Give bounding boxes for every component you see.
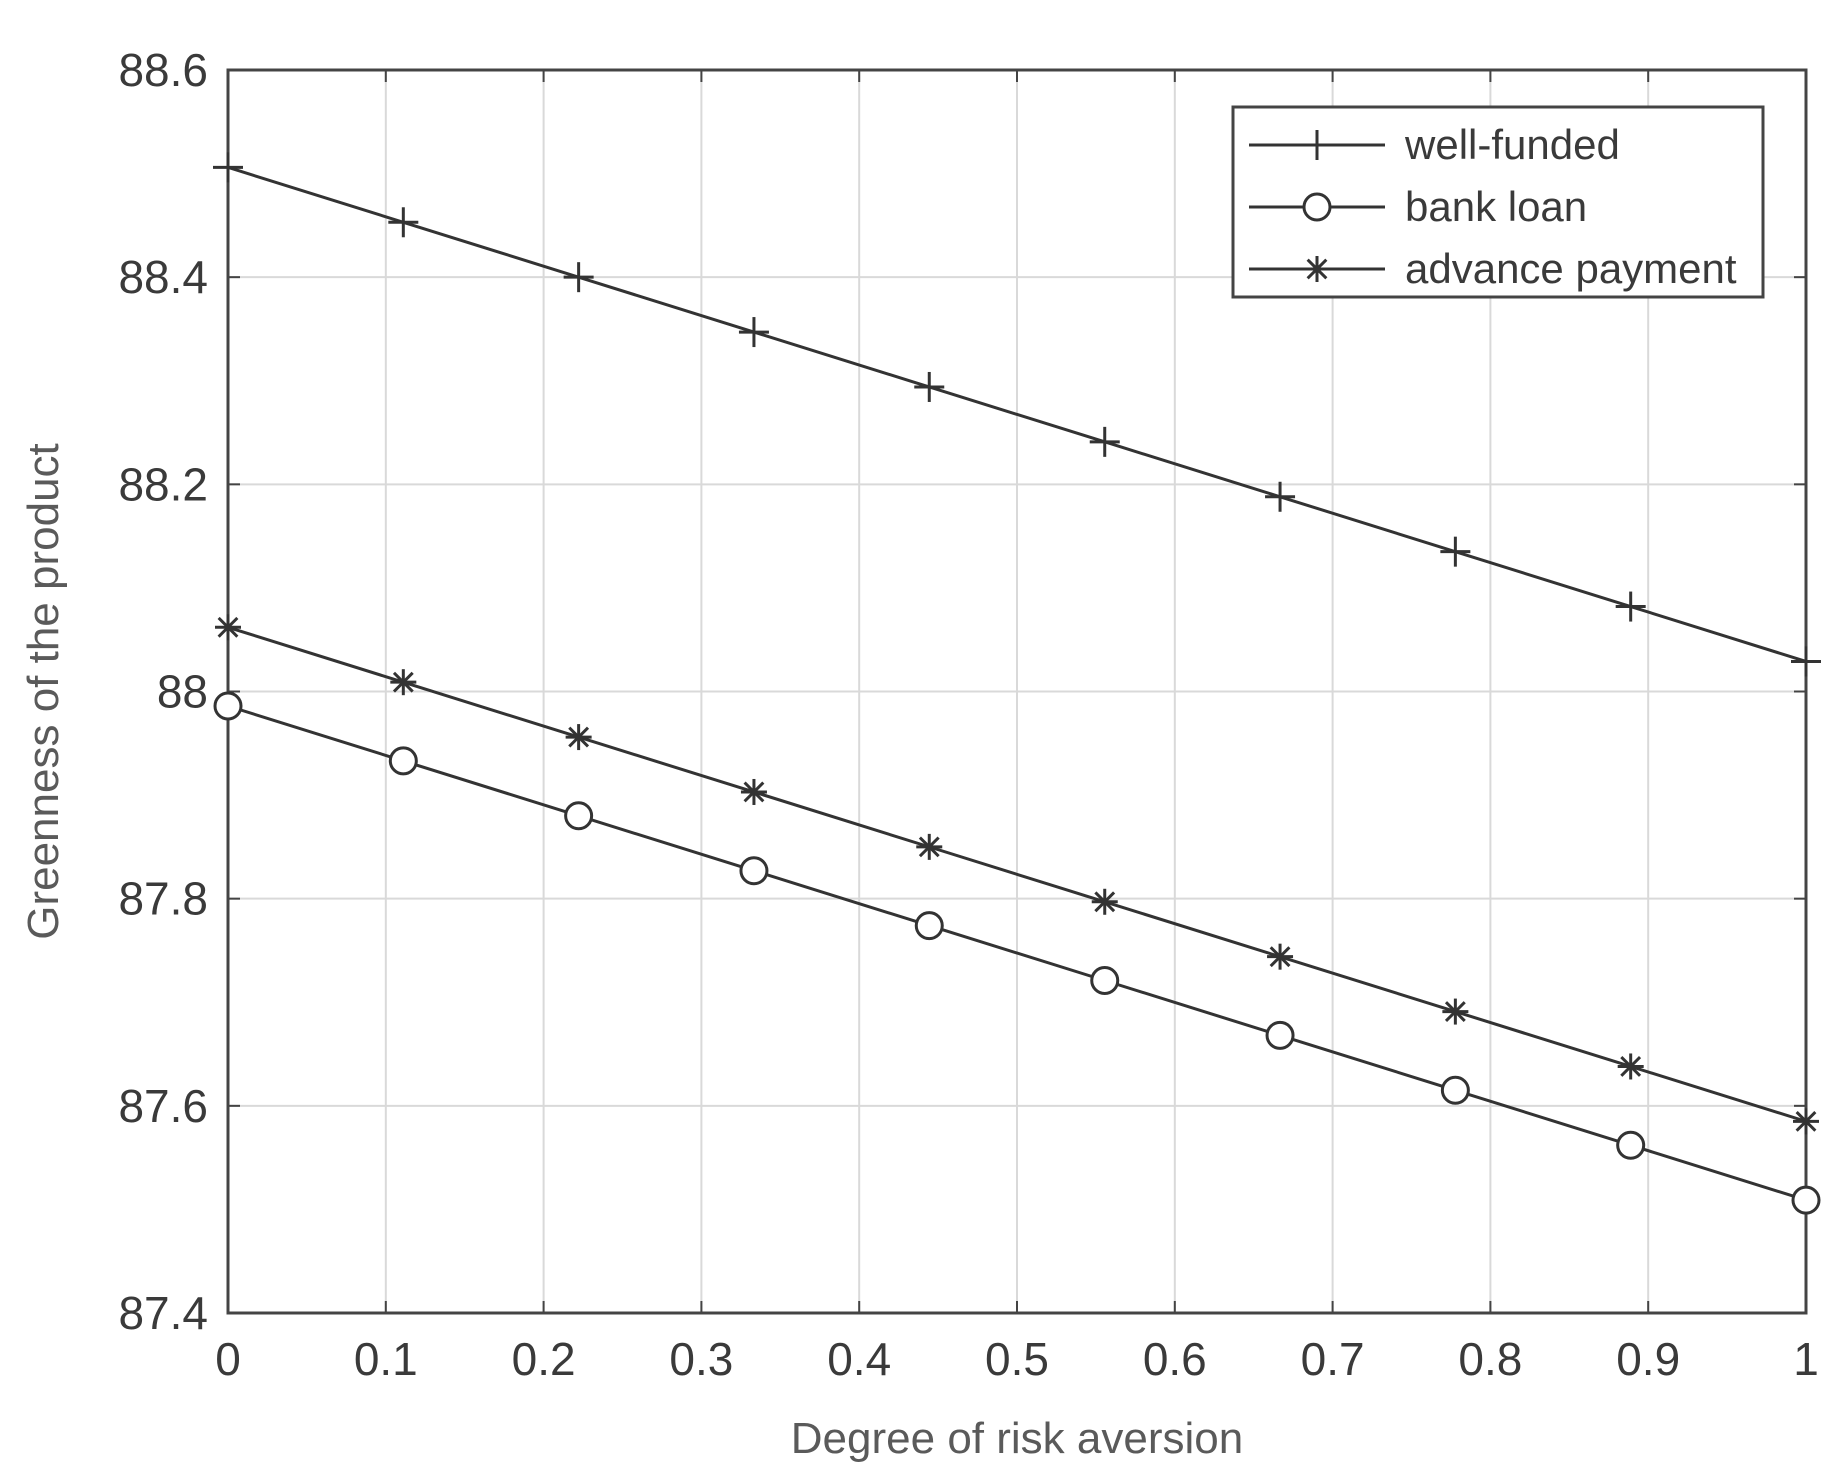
x-tick-label: 0.2: [512, 1333, 576, 1385]
y-tick-label: 87.8: [118, 873, 208, 925]
y-tick-label: 87.6: [118, 1080, 208, 1132]
circle-marker: [213, 691, 243, 721]
y-axis-label: Greenness of the product: [19, 443, 68, 940]
star-marker: [1617, 1053, 1644, 1080]
circle-marker: [914, 911, 944, 941]
x-tick-label: 1: [1793, 1333, 1819, 1385]
star-marker-d2: [1094, 891, 1116, 913]
star-marker: [1793, 1108, 1819, 1135]
series-bank-loan: [213, 691, 1821, 1215]
plus-marker: [738, 317, 769, 348]
star-marker: [740, 778, 767, 805]
star-marker-d2: [1795, 1110, 1817, 1132]
legend-label: well-funded: [1404, 121, 1620, 168]
x-tick-label: 0: [215, 1333, 241, 1385]
star-marker-d2: [1620, 1056, 1642, 1077]
x-tick-label: 0.6: [1143, 1333, 1207, 1385]
y-tick-label: 88: [157, 666, 208, 718]
star-marker-d2: [568, 726, 590, 748]
x-tick-label: 0.4: [827, 1333, 891, 1385]
plus-marker: [1302, 130, 1332, 160]
star-marker-d2: [743, 781, 765, 803]
legend-label: bank loan: [1405, 183, 1587, 230]
circle-marker: [1616, 1130, 1646, 1160]
x-tick-label: 0.5: [985, 1333, 1049, 1385]
star-marker: [1304, 256, 1330, 282]
plus-marker: [914, 371, 945, 402]
plus-marker: [388, 207, 419, 238]
legend: well-funded bank loan advance payment: [1231, 105, 1765, 299]
star-marker: [1442, 998, 1469, 1025]
x-axis-label: Degree of risk aversion: [791, 1414, 1243, 1463]
y-tick-label: 87.4: [118, 1287, 208, 1339]
x-tick-label: 0.3: [669, 1333, 733, 1385]
star-marker: [565, 724, 592, 751]
circle-marker: [1791, 1185, 1821, 1215]
plus-marker: [1615, 591, 1646, 622]
circle-marker: [1090, 965, 1120, 995]
circle-marker: [1440, 1075, 1470, 1105]
series-advance-payment: [215, 614, 1819, 1135]
axis-ticks: 0 0.1 0.2 0.3 0.4 0.5 0.6 0.7 0.8 0.9 1 87.4 87.6 87.…: [118, 44, 1818, 1385]
star-marker-d2: [1269, 946, 1291, 968]
series-line: [227, 165, 1807, 663]
legend-entry: advance payment: [1249, 245, 1737, 292]
x-tick-label: 0.9: [1616, 1333, 1680, 1385]
plus-marker: [1089, 426, 1120, 457]
plus-marker: [1265, 481, 1296, 512]
plus-marker: [563, 262, 594, 293]
series-well-funded: [213, 152, 1821, 677]
star-marker-d2: [1306, 258, 1328, 280]
star-marker: [390, 669, 417, 696]
x-tick-label: 0.8: [1458, 1333, 1522, 1385]
circle-marker: [388, 746, 418, 776]
star-marker: [215, 614, 241, 641]
star-marker-d2: [392, 671, 414, 693]
circle-marker: [564, 801, 594, 831]
y-tick-label: 88.2: [118, 458, 208, 510]
plus-marker: [213, 152, 243, 183]
series-line: [227, 704, 1807, 1202]
series-line: [227, 625, 1807, 1123]
circle-marker: [1302, 192, 1332, 222]
y-tick-label: 88.6: [118, 44, 208, 96]
legend-entry: bank loan: [1249, 183, 1587, 230]
legend-label: advance payment: [1405, 245, 1737, 292]
star-marker: [1091, 888, 1118, 915]
plus-marker: [1791, 646, 1821, 677]
star-marker-d2: [1444, 1001, 1466, 1022]
star-marker-d2: [217, 616, 239, 638]
legend-entry: well-funded: [1249, 121, 1620, 168]
star-marker: [916, 833, 943, 860]
plus-marker: [1440, 536, 1471, 567]
circle-marker: [1265, 1020, 1295, 1050]
y-tick-label: 88.4: [118, 251, 208, 303]
x-tick-label: 0.7: [1301, 1333, 1365, 1385]
star-marker: [1267, 943, 1294, 970]
x-tick-label: 0.1: [354, 1333, 418, 1385]
series-lines: [213, 152, 1821, 1215]
star-marker-d2: [918, 836, 940, 858]
circle-marker: [739, 856, 769, 886]
